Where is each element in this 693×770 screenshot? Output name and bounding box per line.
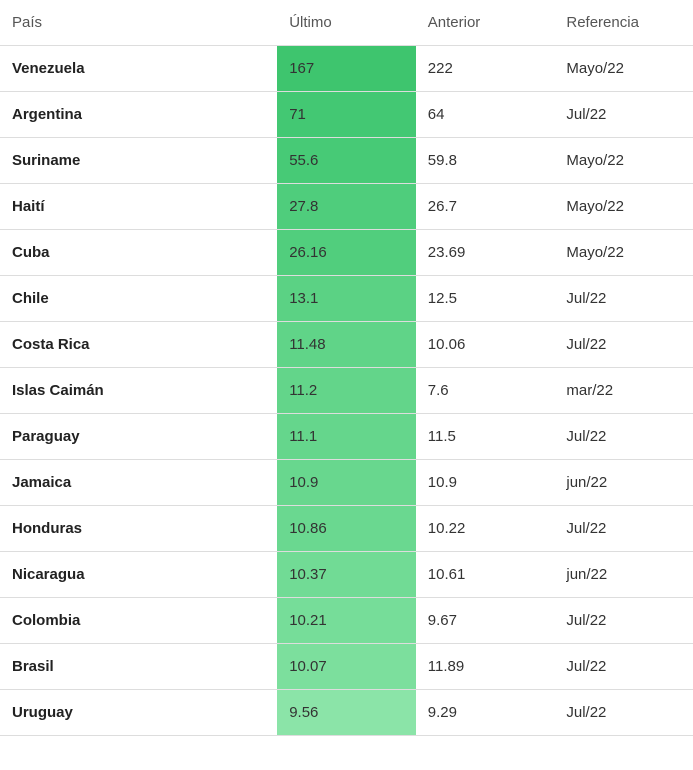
cell-ultimo: 11.1 (277, 414, 416, 460)
table-row: Venezuela167222Mayo/22 (0, 46, 693, 92)
cell-ultimo: 11.2 (277, 368, 416, 414)
cell-ultimo: 11.48 (277, 322, 416, 368)
cell-referencia: Mayo/22 (554, 230, 693, 276)
cell-pais[interactable]: Haití (0, 184, 277, 230)
table-row: Brasil10.0711.89Jul/22 (0, 644, 693, 690)
col-ultimo[interactable]: Último (277, 0, 416, 46)
cell-referencia: Jul/22 (554, 322, 693, 368)
cell-pais[interactable]: Paraguay (0, 414, 277, 460)
cell-referencia: jun/22 (554, 460, 693, 506)
table-row: Honduras10.8610.22Jul/22 (0, 506, 693, 552)
table-row: Uruguay9.569.29Jul/22 (0, 690, 693, 736)
cell-anterior: 23.69 (416, 230, 555, 276)
cell-referencia: Mayo/22 (554, 138, 693, 184)
cell-anterior: 10.22 (416, 506, 555, 552)
cell-anterior: 10.9 (416, 460, 555, 506)
cell-pais[interactable]: Venezuela (0, 46, 277, 92)
cell-referencia: Mayo/22 (554, 184, 693, 230)
cell-anterior: 9.67 (416, 598, 555, 644)
cell-pais[interactable]: Costa Rica (0, 322, 277, 368)
cell-anterior: 9.29 (416, 690, 555, 736)
cell-anterior: 7.6 (416, 368, 555, 414)
cell-pais[interactable]: Colombia (0, 598, 277, 644)
cell-referencia: Jul/22 (554, 690, 693, 736)
cell-anterior: 222 (416, 46, 555, 92)
table-row: Chile13.112.5Jul/22 (0, 276, 693, 322)
table-row: Jamaica10.910.9jun/22 (0, 460, 693, 506)
cell-ultimo: 55.6 (277, 138, 416, 184)
col-anterior[interactable]: Anterior (416, 0, 555, 46)
cell-ultimo: 167 (277, 46, 416, 92)
cell-pais[interactable]: Suriname (0, 138, 277, 184)
header-row: País Último Anterior Referencia (0, 0, 693, 46)
table-row: Islas Caimán11.27.6mar/22 (0, 368, 693, 414)
cell-ultimo: 10.21 (277, 598, 416, 644)
cell-ultimo: 10.9 (277, 460, 416, 506)
cell-ultimo: 27.8 (277, 184, 416, 230)
table-row: Argentina7164Jul/22 (0, 92, 693, 138)
cell-pais[interactable]: Honduras (0, 506, 277, 552)
col-referencia[interactable]: Referencia (554, 0, 693, 46)
cell-pais[interactable]: Cuba (0, 230, 277, 276)
table-row: Suriname55.659.8Mayo/22 (0, 138, 693, 184)
col-pais[interactable]: País (0, 0, 277, 46)
cell-pais[interactable]: Nicaragua (0, 552, 277, 598)
cell-ultimo: 9.56 (277, 690, 416, 736)
cell-anterior: 10.61 (416, 552, 555, 598)
cell-anterior: 11.89 (416, 644, 555, 690)
cell-ultimo: 10.07 (277, 644, 416, 690)
cell-ultimo: 13.1 (277, 276, 416, 322)
cell-anterior: 64 (416, 92, 555, 138)
cell-pais[interactable]: Chile (0, 276, 277, 322)
table-row: Nicaragua10.3710.61jun/22 (0, 552, 693, 598)
table-row: Haití27.826.7Mayo/22 (0, 184, 693, 230)
table-row: Colombia10.219.67Jul/22 (0, 598, 693, 644)
cell-referencia: Jul/22 (554, 92, 693, 138)
cell-referencia: Jul/22 (554, 598, 693, 644)
table-row: Cuba26.1623.69Mayo/22 (0, 230, 693, 276)
data-table: País Último Anterior Referencia Venezuel… (0, 0, 693, 736)
cell-pais[interactable]: Uruguay (0, 690, 277, 736)
cell-anterior: 12.5 (416, 276, 555, 322)
cell-referencia: Jul/22 (554, 506, 693, 552)
cell-anterior: 11.5 (416, 414, 555, 460)
table-row: Costa Rica11.4810.06Jul/22 (0, 322, 693, 368)
cell-ultimo: 10.37 (277, 552, 416, 598)
cell-referencia: Jul/22 (554, 644, 693, 690)
cell-pais[interactable]: Islas Caimán (0, 368, 277, 414)
cell-ultimo: 10.86 (277, 506, 416, 552)
cell-anterior: 10.06 (416, 322, 555, 368)
table-row: Paraguay11.111.5Jul/22 (0, 414, 693, 460)
cell-referencia: Mayo/22 (554, 46, 693, 92)
cell-pais[interactable]: Argentina (0, 92, 277, 138)
cell-referencia: jun/22 (554, 552, 693, 598)
cell-ultimo: 71 (277, 92, 416, 138)
cell-ultimo: 26.16 (277, 230, 416, 276)
cell-pais[interactable]: Brasil (0, 644, 277, 690)
cell-referencia: Jul/22 (554, 414, 693, 460)
cell-anterior: 59.8 (416, 138, 555, 184)
cell-referencia: mar/22 (554, 368, 693, 414)
cell-pais[interactable]: Jamaica (0, 460, 277, 506)
cell-anterior: 26.7 (416, 184, 555, 230)
cell-referencia: Jul/22 (554, 276, 693, 322)
